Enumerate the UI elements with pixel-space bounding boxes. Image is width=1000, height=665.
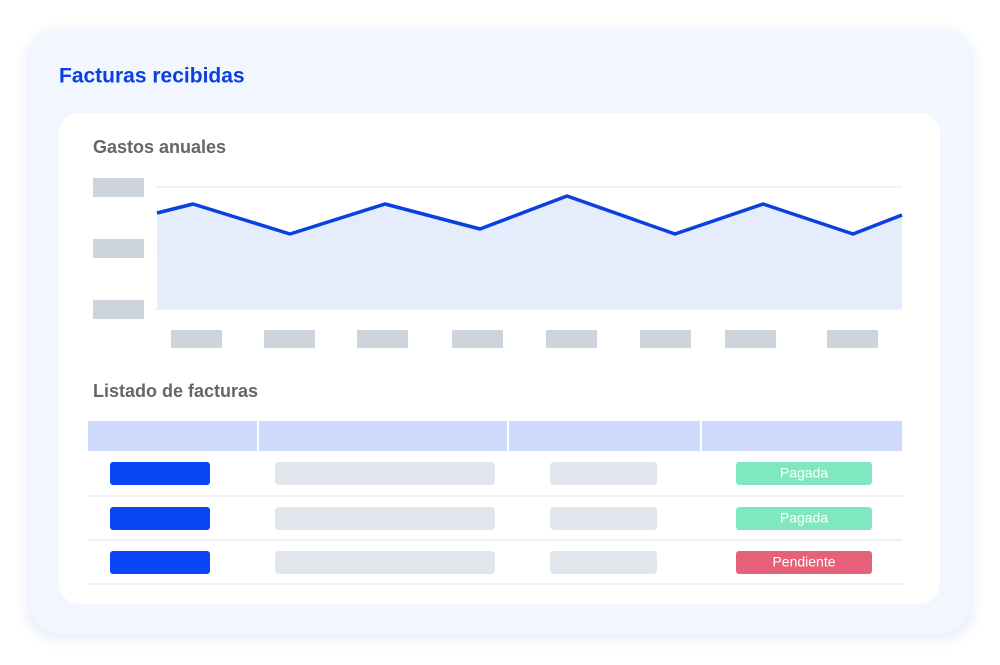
cell-placeholder bbox=[275, 551, 495, 574]
x-placeholder bbox=[264, 330, 315, 348]
header-divider bbox=[700, 421, 702, 451]
area bbox=[157, 196, 902, 309]
y-placeholder bbox=[93, 300, 144, 319]
chart-title: Gastos anuales bbox=[93, 137, 226, 157]
status-label: Pagada bbox=[780, 465, 828, 481]
x-placeholder bbox=[827, 330, 878, 348]
cell-placeholder bbox=[275, 462, 495, 485]
header-divider bbox=[507, 421, 509, 451]
line bbox=[156, 194, 903, 236]
x-placeholder bbox=[640, 330, 691, 348]
table: Pagada Pagada Pendiente bbox=[88, 421, 902, 585]
cell-placeholder bbox=[110, 551, 210, 574]
x-placeholder bbox=[452, 330, 503, 348]
x-placeholder bbox=[725, 330, 776, 348]
cell-placeholder bbox=[110, 507, 210, 530]
cell-placeholder bbox=[110, 462, 210, 485]
table-row: Pagada bbox=[88, 507, 902, 541]
table-row: Pendiente bbox=[88, 551, 902, 585]
status-label: Pagada bbox=[780, 510, 828, 526]
y-placeholder bbox=[93, 239, 144, 258]
y-placeholder bbox=[93, 178, 144, 197]
table-header bbox=[88, 421, 902, 451]
status-badge bbox=[736, 551, 872, 574]
header-divider bbox=[257, 421, 259, 451]
table-row: Pagada bbox=[88, 462, 902, 497]
x-placeholder bbox=[171, 330, 222, 348]
cell-placeholder bbox=[275, 507, 495, 530]
page-title: Facturas recibidas bbox=[59, 65, 245, 88]
status-badge bbox=[736, 507, 872, 530]
x-placeholder bbox=[546, 330, 597, 348]
cell-placeholder bbox=[550, 462, 657, 485]
status-label: Pendiente bbox=[772, 554, 835, 570]
table-title: Listado de facturas bbox=[93, 381, 258, 401]
status-badge bbox=[736, 462, 872, 485]
cell-placeholder bbox=[550, 551, 657, 574]
x-placeholder bbox=[357, 330, 408, 348]
cell-placeholder bbox=[550, 507, 657, 530]
chart bbox=[93, 178, 903, 348]
